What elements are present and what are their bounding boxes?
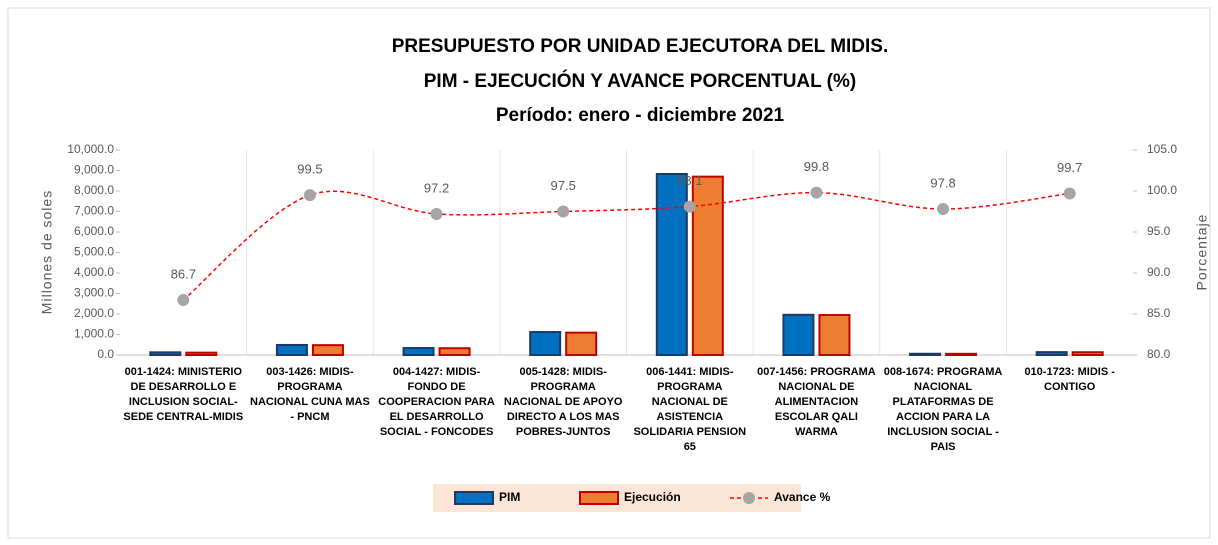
data-label: 86.7: [171, 266, 196, 281]
bar: [275, 343, 308, 356]
y2-tick-label: 80.0: [1147, 347, 1171, 361]
y-tick-label: 4,000.0: [74, 265, 114, 279]
data-label: 99.7: [1057, 160, 1082, 175]
x-tick-label: 004-1427: MIDIS-FONDO DE COOPERACION PAR…: [378, 366, 495, 438]
data-label: 99.8: [804, 159, 829, 174]
line-marker: [557, 205, 570, 218]
bar: [818, 314, 851, 356]
legend-label: Avance %: [774, 490, 831, 504]
y-tick-label: 9,000.0: [74, 163, 114, 177]
y-tick-label: 1,000.0: [74, 327, 114, 341]
line-marker: [303, 189, 316, 202]
line-marker: [937, 203, 950, 216]
x-tick-label: 010-1723: MIDIS - CONTIGO: [1024, 366, 1115, 393]
x-tick-label: 006-1441: MIDIS-PROGRAMA NACIONAL DE ASI…: [633, 366, 747, 453]
y2-axis-label: Porcentaje: [1194, 214, 1210, 291]
bar: [565, 331, 598, 356]
bar: [185, 351, 218, 356]
y2-tick-label: 105.0: [1147, 142, 1177, 156]
y-tick-label: 7,000.0: [74, 204, 114, 218]
bar: [782, 313, 815, 357]
data-label: 97.5: [551, 178, 576, 193]
legend-swatch: [454, 491, 494, 505]
bar: [149, 351, 182, 356]
chart-title: PRESUPUESTO POR UNIDAD EJECUTORA DEL MID…: [392, 36, 889, 57]
x-tick-label: 007-1456: PROGRAMA NACIONAL DE ALIMENTAC…: [757, 366, 876, 438]
x-tick-label: 001-1424: MINISTERIO DE DESARROLLO E INC…: [123, 366, 244, 423]
y-tick-label: 5,000.0: [74, 245, 114, 259]
bar: [655, 172, 688, 356]
y2-tick-label: 90.0: [1147, 265, 1171, 279]
line-marker: [430, 207, 443, 220]
x-tick-label: 003-1426: MIDIS-PROGRAMA NACIONAL CUNA M…: [250, 366, 370, 423]
y-tick-label: 2,000.0: [74, 306, 114, 320]
x-tick-label: 005-1428: MIDIS-PROGRAMA NACIONAL DE APO…: [503, 366, 623, 438]
bar: [909, 352, 942, 356]
y-tick-label: 0.0: [97, 347, 114, 361]
bar: [1035, 351, 1068, 357]
data-label: 97.8: [930, 175, 955, 190]
bar: [529, 331, 562, 357]
data-label: 99.5: [297, 162, 322, 177]
y2-tick-label: 85.0: [1147, 306, 1171, 320]
legend-swatch: [743, 492, 755, 504]
data-label: 97.2: [424, 180, 449, 195]
line-marker: [683, 200, 696, 213]
y-axis-label: Millones de soles: [39, 190, 55, 314]
x-tick-label: 008-1674: PROGRAMA NACIONAL PLATAFORMAS …: [883, 366, 1003, 453]
bar: [311, 344, 344, 357]
y2-tick-label: 95.0: [1147, 224, 1171, 238]
bar: [402, 347, 435, 356]
chart-frame: [7, 7, 1211, 539]
line-marker: [177, 294, 190, 307]
line-marker: [810, 186, 823, 199]
data-label: 98.1: [677, 173, 702, 188]
y-tick-label: 8,000.0: [74, 183, 114, 197]
bar: [1071, 351, 1104, 357]
bar: [945, 352, 978, 357]
y2-tick-label: 100.0: [1147, 183, 1177, 197]
y-tick-label: 10,000.0: [67, 142, 114, 156]
bar: [438, 347, 471, 356]
legend-swatch: [579, 491, 619, 505]
line-marker: [1063, 187, 1076, 200]
chart-title: Período: enero - diciembre 2021: [496, 105, 785, 126]
y-tick-label: 6,000.0: [74, 224, 114, 238]
y-tick-label: 3,000.0: [74, 286, 114, 300]
legend-label: Ejecución: [624, 490, 681, 504]
chart-title: PIM - EJECUCIÓN Y AVANCE PORCENTUAL (%): [424, 70, 856, 92]
legend-label: PIM: [499, 490, 520, 504]
